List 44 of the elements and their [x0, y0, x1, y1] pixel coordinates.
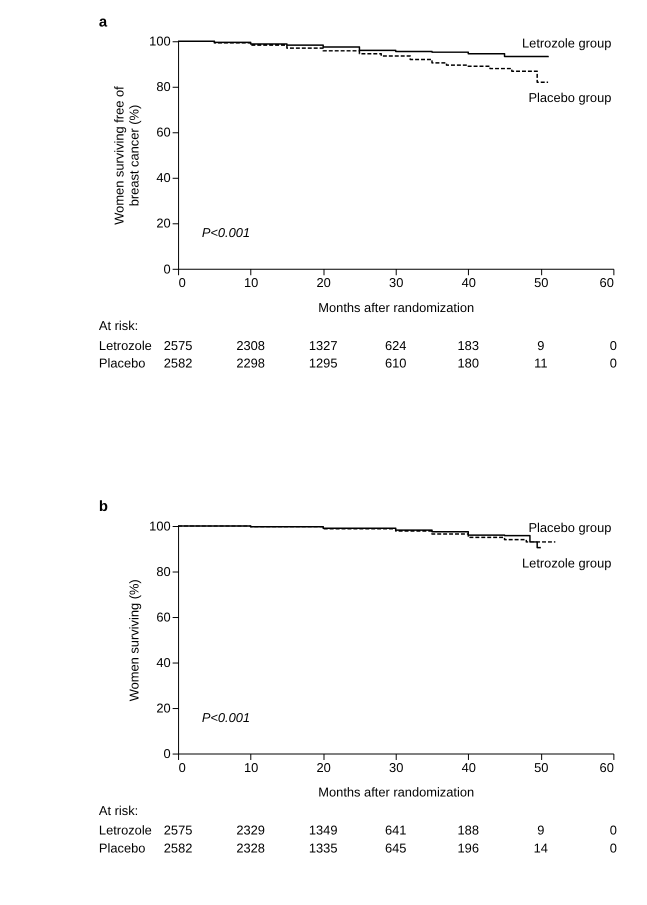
y-tick-label: 60 [156, 124, 171, 140]
y-tick-label: 20 [156, 700, 171, 716]
text: At risk: [98, 802, 138, 818]
series-label: Placebo group [528, 90, 612, 106]
y-axis-title: Women surviving (%) [126, 579, 142, 702]
series-label: Letrozole group [522, 35, 612, 50]
x-tick-label: 60 [600, 275, 614, 290]
x-axis-title: Months after randomization [318, 784, 474, 800]
y-tick-label: 20 [156, 216, 171, 231]
x-tick-label: 20 [316, 760, 331, 775]
x-tick-label: 30 [389, 275, 404, 290]
text: Letrozole 2575 2329 1349 641 188 9 0 [98, 822, 617, 838]
x-tick-label: 20 [316, 275, 331, 290]
y-tick-label: 80 [156, 79, 171, 94]
y-tick-label: 0 [163, 261, 171, 276]
annotation: P<0.001 [202, 710, 250, 725]
chart-title: a [98, 14, 108, 30]
series-label: Letrozole group [522, 555, 612, 570]
x-tick-label: 10 [244, 275, 258, 290]
series-label: Placebo group [528, 520, 612, 536]
text: Placebo 2582 2298 1295 610 180 11 0 [98, 356, 617, 371]
text: Placebo 2582 2328 1335 645 196 14 0 [98, 840, 617, 856]
x-tick-label: 40 [462, 760, 476, 775]
x-tick-label: 30 [389, 760, 404, 775]
x-tick-label: 10 [244, 760, 258, 775]
y-tick-label: 60 [156, 609, 171, 624]
y-tick-label: 40 [156, 170, 171, 186]
annotation: P<0.001 [202, 225, 250, 240]
x-tick-label: 0 [178, 275, 186, 290]
x-tick-label: 50 [534, 275, 548, 290]
x-tick-label: 0 [178, 760, 186, 775]
x-tick-label: 60 [600, 760, 614, 775]
y-tick-label: 40 [156, 654, 171, 670]
y-axis-title: Women surviving free of breast cancer (%) [111, 86, 142, 225]
text: Letrozole 2575 2308 1327 624 183 9 0 [98, 338, 617, 353]
x-tick-label: 40 [462, 275, 476, 290]
chart-title: b [98, 499, 108, 516]
x-tick-label: 50 [534, 760, 548, 775]
x-axis-title: Months after randomization [318, 300, 474, 315]
y-tick-label: 100 [149, 518, 171, 534]
y-tick-label: 80 [156, 564, 171, 579]
y-tick-label: 100 [149, 34, 171, 49]
text: At risk: [98, 318, 138, 334]
y-tick-label: 0 [163, 746, 171, 762]
